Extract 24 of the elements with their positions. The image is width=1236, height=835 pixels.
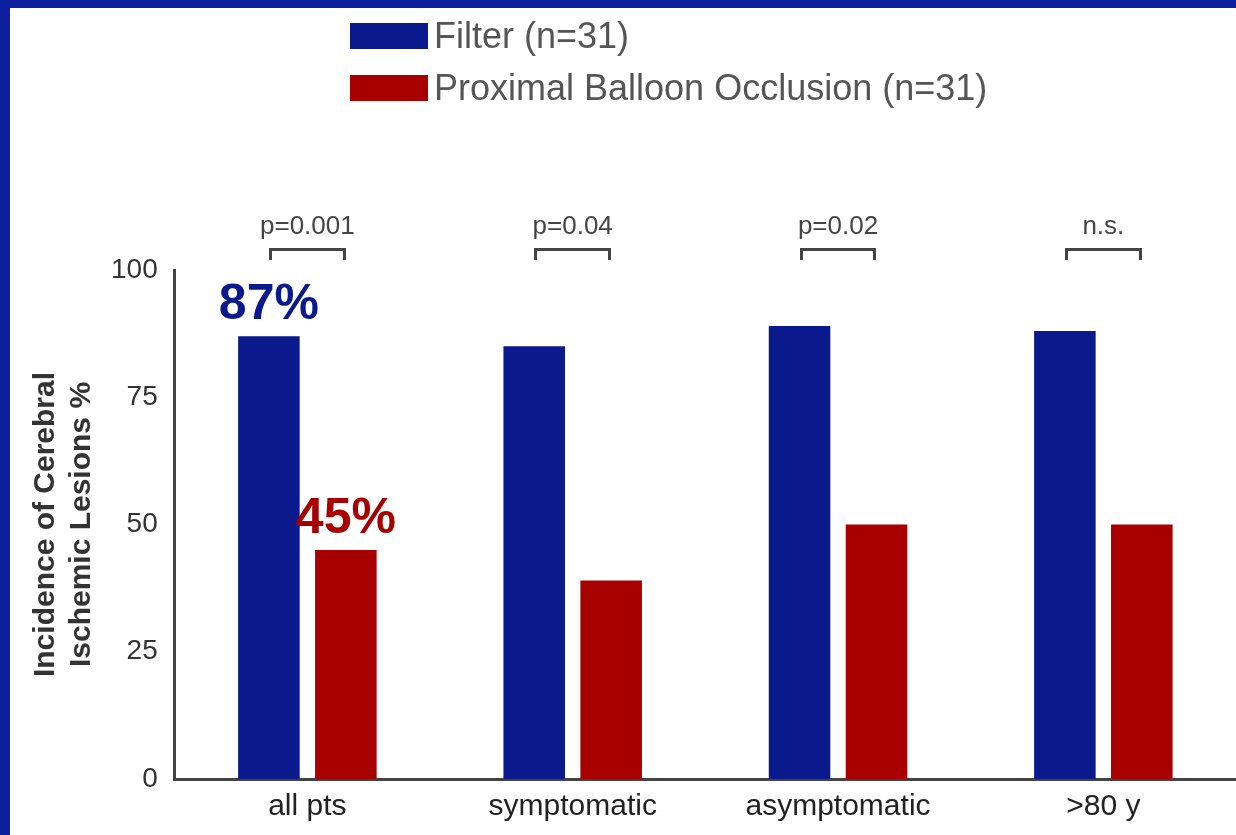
y-tick-label: 50 (126, 507, 158, 539)
x-tick-label: asymptomatic (745, 788, 931, 822)
x-tick-label: all pts (268, 788, 347, 822)
bar (1034, 331, 1096, 779)
x-tick-label: symptomatic (488, 788, 657, 822)
legend-label: Filter (n=31) (434, 15, 630, 57)
bar (580, 580, 642, 779)
text: p=0.02 (797, 210, 879, 241)
y-tick-label: 75 (126, 379, 158, 411)
data-label: 87% (218, 273, 319, 330)
text: p=0.001 (260, 210, 355, 241)
bar (845, 524, 908, 779)
bar (1111, 524, 1173, 779)
bar (315, 549, 377, 779)
legend-label: Proximal Balloon Occlusion (n=31) (434, 67, 988, 109)
y-axis-title: Incidence of Cerebral Ischemic Lesions % (27, 371, 97, 678)
y-tick-label: 100 (111, 252, 158, 284)
bar (503, 346, 565, 779)
x-tick-label: >80 y (1066, 788, 1141, 822)
y-tick-label: 25 (126, 634, 158, 666)
y-tick-label: 0 (142, 761, 158, 793)
bar (768, 325, 831, 779)
text: n.s. (1082, 210, 1125, 241)
text: p=0.04 (532, 210, 613, 241)
